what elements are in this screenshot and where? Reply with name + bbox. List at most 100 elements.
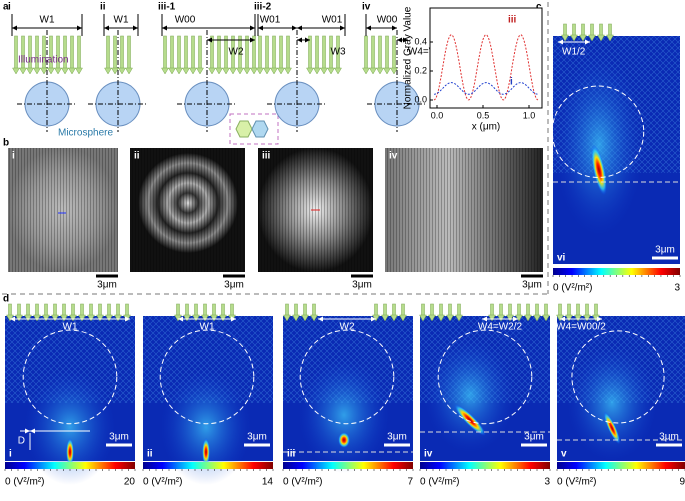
sphere-outline — [159, 329, 255, 425]
label: iii-2 — [254, 2, 272, 13]
plot-frame — [429, 7, 543, 109]
illumination-arrow — [312, 303, 316, 317]
illumination-arrow-head — [219, 314, 227, 322]
sphere-outline — [22, 329, 118, 425]
illumination-arrow-head — [196, 67, 204, 75]
illumination-arrow-head — [437, 314, 445, 322]
dimension-head — [25, 428, 30, 434]
illumination-arrow-head — [381, 314, 389, 322]
illumination-arrow — [230, 303, 234, 317]
illumination-arrow-head — [236, 67, 244, 75]
illumination-arrow — [392, 35, 396, 70]
dimension-head — [10, 316, 15, 322]
illumination-arrow-head — [208, 67, 216, 75]
label: c — [536, 2, 542, 13]
illumination-arrow-head — [597, 34, 605, 42]
label: D — [18, 436, 25, 447]
focal-spot — [603, 411, 621, 445]
illumination-arrow — [191, 35, 195, 70]
colorbar — [553, 268, 680, 275]
label: 3μm — [524, 432, 544, 443]
illumination-arrow — [535, 303, 539, 317]
illumination-arrow-head — [556, 314, 564, 322]
illumination-arrow-head — [263, 67, 271, 75]
illumination-arrow — [127, 35, 131, 70]
illumination-arrow-head — [390, 67, 398, 75]
label: 0 (V²/m²) — [5, 477, 44, 488]
dimension-head — [585, 39, 590, 45]
illumination-arrow — [198, 35, 202, 70]
illumination-arrow-head — [182, 67, 190, 75]
illumination-arrow-head — [125, 67, 133, 75]
label: W00 — [175, 15, 196, 26]
illumination-arrow — [120, 35, 124, 70]
label: i — [8, 2, 11, 13]
dimension-head — [482, 316, 487, 322]
label: b — [3, 138, 9, 149]
fringes — [385, 148, 543, 272]
fringes — [8, 148, 118, 272]
illumination-arrow-head — [277, 67, 285, 75]
illumination-arrow — [585, 303, 589, 317]
illumination-arrow-head — [515, 314, 523, 322]
label: 0 (V²/m²) — [283, 477, 322, 488]
illumination-arrow-head — [96, 314, 104, 322]
illumination-arrow-head — [362, 67, 370, 75]
glow — [424, 337, 516, 453]
label: W4=W00/2 — [556, 322, 606, 333]
label: d — [3, 294, 9, 305]
illumination-arrow — [499, 303, 503, 317]
illumination-arrow-head — [24, 314, 32, 322]
illumination-arrow-head — [488, 314, 496, 322]
y-tick-label: 0.4 — [414, 36, 427, 46]
dimension-head — [178, 316, 183, 322]
dimension-head — [231, 316, 236, 322]
illumination-arrow-head — [47, 67, 55, 75]
illumination-arrow-head — [222, 67, 230, 75]
illumination-arrow — [385, 35, 389, 70]
illumination-arrow — [590, 23, 594, 37]
dimension-head — [558, 39, 563, 45]
label: vi — [557, 253, 566, 264]
glow — [298, 357, 390, 473]
label: v — [561, 449, 567, 460]
illumination-arrow-head — [54, 67, 62, 75]
label: 3μm — [655, 245, 675, 256]
label: iii-1 — [158, 2, 176, 13]
illumination-arrow-head — [12, 67, 20, 75]
illumination-arrow — [563, 23, 567, 37]
illumination-arrow — [106, 35, 110, 70]
illumination-arrow-head — [111, 67, 119, 75]
hexagon — [251, 120, 269, 138]
illumination-arrow — [421, 303, 425, 317]
illumination-arrow — [265, 35, 269, 70]
dimension-head — [513, 316, 518, 322]
colorbar — [143, 462, 273, 469]
illumination-arrow-head — [183, 314, 191, 322]
illumination-arrow-head — [524, 314, 532, 322]
illumination-arrow-head — [606, 34, 614, 42]
illumination-arrow — [594, 303, 598, 317]
illumination-arrow — [517, 303, 521, 317]
label: W01 — [322, 15, 343, 26]
illumination-arrow-head — [583, 314, 591, 322]
illumination-arrow-head — [60, 314, 68, 322]
illumination-arrow-head — [33, 314, 41, 322]
illumination-arrow-head — [51, 314, 59, 322]
dimension-head — [207, 37, 212, 43]
illumination-arrow-head — [284, 67, 292, 75]
illumination-arrow-head — [306, 67, 314, 75]
illumination-arrow-head — [19, 67, 27, 75]
illumination-arrow-head — [78, 314, 86, 322]
illumination-arrow-head — [455, 314, 463, 322]
illumination-arrow-head — [42, 314, 50, 322]
label: i — [510, 77, 513, 88]
label: 3μm — [522, 280, 542, 291]
illumination-arrow — [17, 303, 21, 317]
sphere-outline — [551, 85, 645, 178]
illumination-arrow-head — [69, 314, 77, 322]
illumination-arrow-head — [192, 314, 200, 322]
label: Microsphere — [58, 128, 113, 139]
dimension-head — [162, 25, 167, 31]
